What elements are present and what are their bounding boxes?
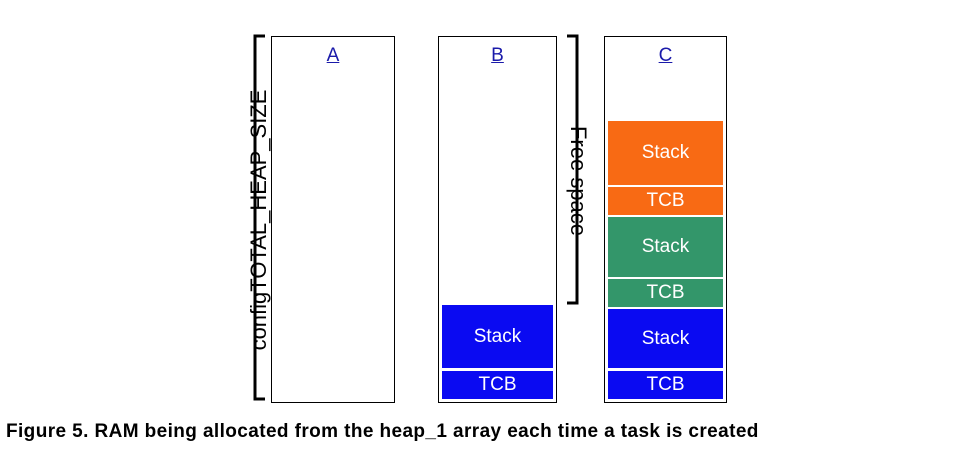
column-b-label[interactable]: B <box>491 45 504 66</box>
column-a-label[interactable]: A <box>326 45 340 66</box>
column-c-label[interactable]: C <box>658 45 673 66</box>
tcb-block: TCB <box>608 279 723 307</box>
tcb-block: TCB <box>442 371 553 399</box>
figure-caption: Figure 5. RAM being allocated from the h… <box>6 421 759 442</box>
heap-column-a: A <box>271 36 395 403</box>
heap-column-b: B Stack TCB <box>438 36 557 403</box>
free-space-label: Free space <box>566 125 591 237</box>
tcb-block: TCB <box>608 371 723 399</box>
total-heap-size-label: configTOTAL_HEAP_SIZE <box>246 89 271 351</box>
tcb-block: TCB <box>608 187 723 215</box>
stack-block: Stack <box>608 217 723 277</box>
stack-block: Stack <box>608 121 723 185</box>
heap-column-c: C Stack TCB Stack TCB Stack TCB <box>604 36 727 403</box>
stack-block: Stack <box>442 305 553 368</box>
stack-block: Stack <box>608 309 723 368</box>
